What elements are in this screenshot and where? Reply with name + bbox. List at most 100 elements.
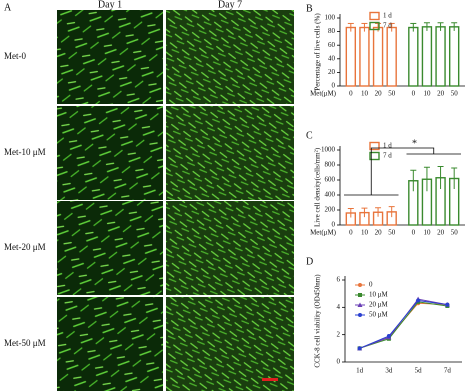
x-tick-label: 20 xyxy=(375,229,383,237)
legend-swatch xyxy=(369,141,380,151)
column-header: Day 1 xyxy=(98,0,122,10)
y-tick-label: 0 xyxy=(332,221,336,229)
x-tick-label: 50 xyxy=(388,229,396,237)
y-tick-label: 20 xyxy=(328,68,336,76)
y-tick-label: 800 xyxy=(325,161,336,169)
line xyxy=(359,299,448,349)
bar xyxy=(408,26,419,87)
x-tick-label: 10 xyxy=(361,90,369,98)
bar xyxy=(345,26,357,87)
error-bar xyxy=(451,22,458,31)
error-bar xyxy=(410,169,417,192)
y-tick-label: 200 xyxy=(325,206,336,214)
bar xyxy=(359,26,370,87)
legend-marker xyxy=(357,302,363,307)
y-axis-label: Percentage of live cells (%) xyxy=(314,13,322,91)
panel-label: A xyxy=(4,2,12,13)
error-bar xyxy=(375,22,382,32)
error-bar xyxy=(410,22,417,32)
column-header: Day 7 xyxy=(218,0,242,10)
legend-marker xyxy=(358,293,362,297)
x-tick-label: 50 xyxy=(451,229,459,237)
error-bar xyxy=(361,207,368,218)
y-axis-label: CCK-8 cell viability (OD450nm) xyxy=(314,274,322,368)
error-bar xyxy=(347,22,354,32)
panel-label: B xyxy=(306,3,313,14)
row-label: Met-20 μM xyxy=(4,242,46,252)
legend-label: 7 d xyxy=(383,152,392,160)
y-tick-label: 0 xyxy=(337,358,341,366)
legend-label: 1 d xyxy=(383,142,392,150)
legend-label: 50 μM xyxy=(369,311,389,319)
y-tick-label: 40 xyxy=(328,54,336,62)
legend-label: 20 μM xyxy=(369,301,389,309)
x-tick-label: 5d xyxy=(415,367,423,375)
micrograph xyxy=(166,106,294,200)
error-bar xyxy=(388,206,395,218)
scale-bar xyxy=(262,378,278,381)
y-tick-label: 2 xyxy=(337,330,341,338)
x-tick-label: 0 xyxy=(349,90,353,98)
y-tick-label: 400 xyxy=(325,191,336,199)
x-axis-label: Met(μM) xyxy=(310,229,337,237)
point xyxy=(416,298,421,303)
micrograph xyxy=(166,297,294,391)
x-tick-label: 3d xyxy=(385,367,393,375)
x-tick-label: 10 xyxy=(423,90,431,98)
x-axis-label: Met(μM) xyxy=(310,90,337,98)
x-tick-label: 20 xyxy=(437,90,445,98)
error-bar xyxy=(375,207,382,217)
error-bar xyxy=(347,208,354,218)
y-tick-label: 1000 xyxy=(321,146,336,154)
x-tick-label: 0 xyxy=(349,229,353,237)
x-tick-label: 20 xyxy=(375,90,383,98)
bar xyxy=(386,26,397,87)
y-tick-label: 80 xyxy=(328,27,336,35)
error-bar xyxy=(423,166,430,192)
point xyxy=(445,302,450,307)
row-label: Met-10 μM xyxy=(4,147,46,157)
point xyxy=(386,334,391,339)
panel-label: C xyxy=(306,130,313,141)
x-tick-label: 0 xyxy=(412,90,416,98)
error-bar xyxy=(437,22,444,31)
x-tick-label: 7d xyxy=(444,367,452,375)
line xyxy=(359,301,448,349)
legend-label: 10 μM xyxy=(369,291,389,299)
x-tick-label: 10 xyxy=(361,229,369,237)
x-tick-label: 0 xyxy=(412,229,416,237)
y-tick-label: 6 xyxy=(337,276,341,284)
legend-swatch xyxy=(369,21,380,31)
y-tick-label: 4 xyxy=(337,303,341,311)
micrograph xyxy=(166,10,294,104)
micrograph xyxy=(57,201,163,295)
error-bar xyxy=(423,22,430,31)
bar xyxy=(448,26,460,87)
legend-label: 1 d xyxy=(383,12,392,20)
bar xyxy=(421,26,433,87)
error-bar xyxy=(361,22,368,32)
legend-swatch xyxy=(369,11,380,21)
legend-swatch xyxy=(369,151,380,161)
legend-marker xyxy=(358,313,362,317)
bar xyxy=(435,26,446,87)
y-tick-label: 600 xyxy=(325,176,336,184)
micrograph xyxy=(57,106,163,200)
x-tick-label: 50 xyxy=(451,90,459,98)
micrograph xyxy=(57,10,163,104)
y-tick-label: 100 xyxy=(325,14,336,22)
error-bar xyxy=(388,22,395,32)
row-label: Met-50 μM xyxy=(4,338,46,348)
error-bar xyxy=(437,166,444,189)
panel-a: A Day 1 Day 7 xyxy=(4,0,242,13)
row-label: Met-0 xyxy=(4,51,26,61)
point xyxy=(357,346,362,351)
annotation: * xyxy=(412,138,417,149)
micrograph xyxy=(166,201,294,295)
x-tick-label: 10 xyxy=(423,229,431,237)
y-axis-label: Live cell density(cells/mm²) xyxy=(314,147,322,227)
y-tick-label: 0 xyxy=(332,82,336,90)
bar xyxy=(372,26,384,87)
micrograph xyxy=(57,297,163,391)
